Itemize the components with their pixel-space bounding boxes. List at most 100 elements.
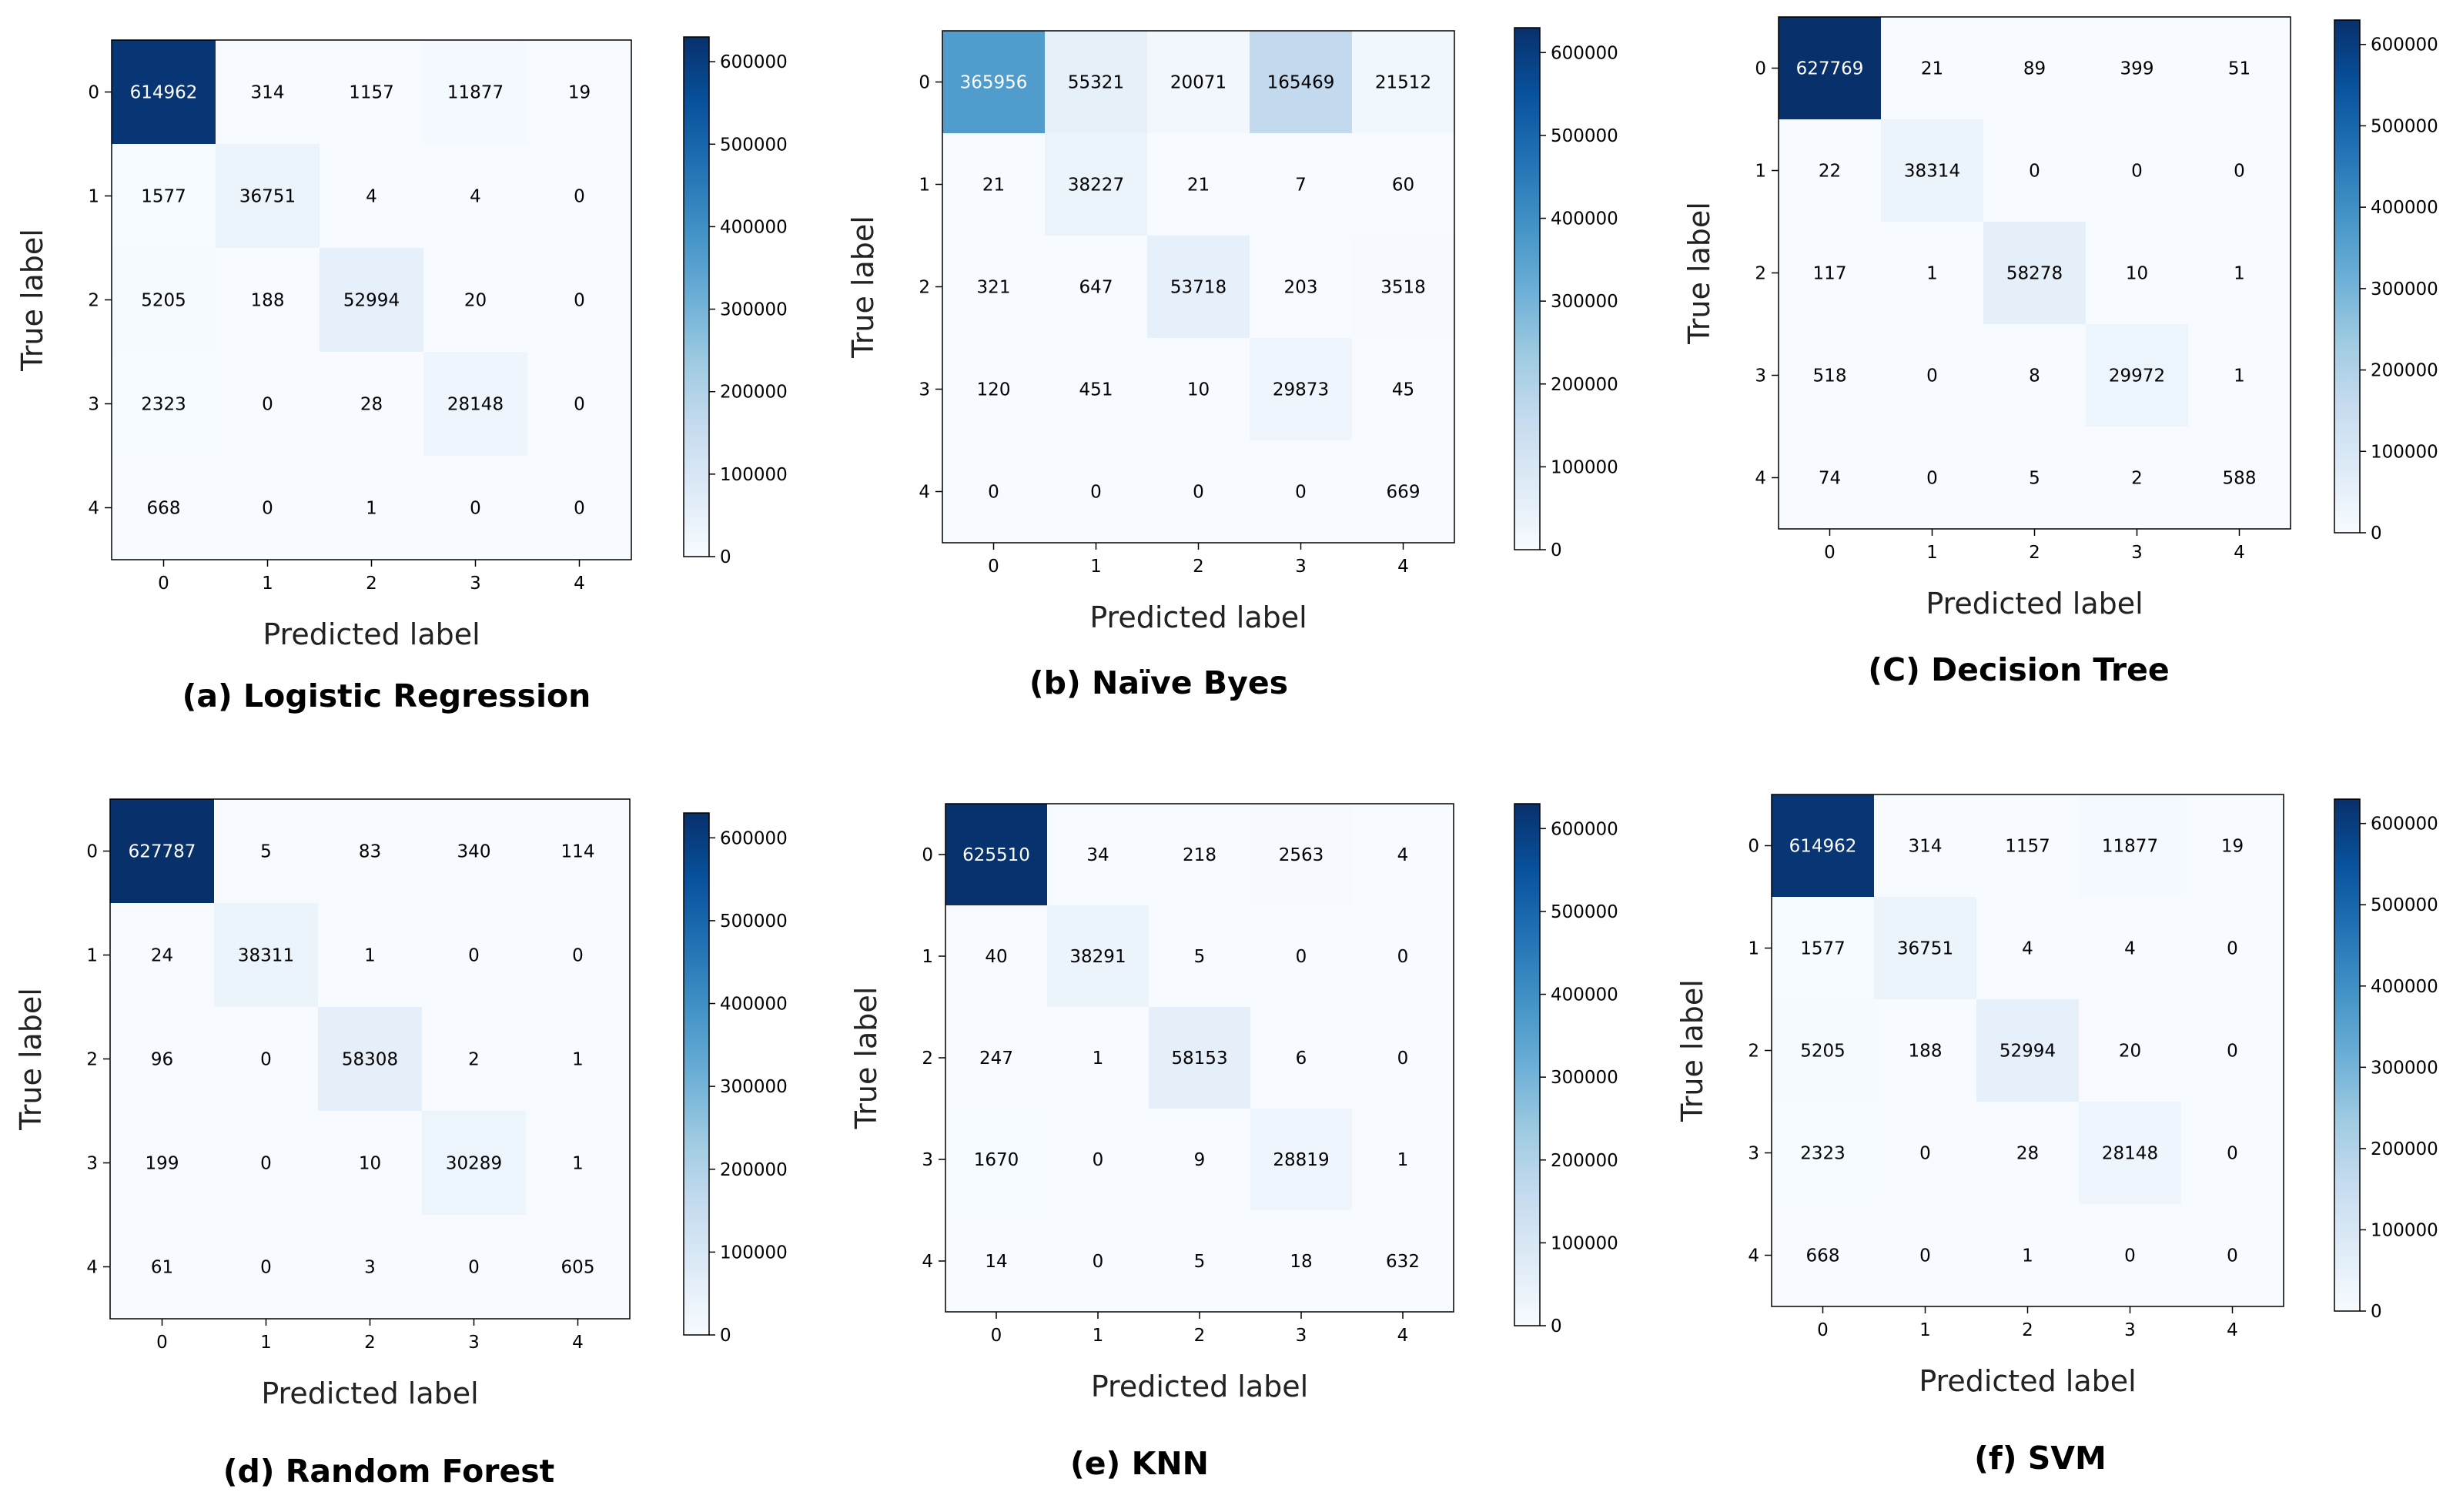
matrix-cell — [112, 456, 216, 560]
matrix-cell — [1250, 338, 1352, 440]
cell-value-label: 1 — [1093, 1049, 1104, 1069]
x-tick-label: 4 — [1397, 557, 1409, 577]
matrix-cell — [942, 31, 1045, 133]
y-tick-label: 0 — [922, 845, 933, 865]
colorbar-tick-label: 200000 — [720, 1160, 788, 1180]
matrix-cell — [527, 40, 631, 144]
matrix-cell — [2181, 897, 2284, 999]
x-tick-label: 3 — [470, 574, 481, 594]
cell-value-label: 1577 — [1800, 939, 1846, 959]
cell-value-label: 61 — [151, 1258, 173, 1278]
matrix-cell — [2079, 1102, 2181, 1204]
cell-value-label: 0 — [1296, 947, 1307, 967]
cell-value-label: 0 — [1090, 483, 1102, 503]
cell-value-label: 199 — [146, 1154, 179, 1174]
matrix-cell — [320, 248, 423, 352]
matrix-cell — [320, 40, 423, 144]
cell-value-label: 19 — [568, 83, 591, 103]
matrix-cell — [1250, 133, 1352, 236]
colorbar-tick-label: 100000 — [1551, 1233, 1618, 1253]
cell-value-label: 1670 — [974, 1150, 1019, 1170]
cell-value-label: 0 — [1919, 1246, 1931, 1266]
x-tick-label: 1 — [1919, 1320, 1931, 1340]
cell-value-label: 0 — [1397, 947, 1409, 967]
colorbar-tick-label: 500000 — [1551, 902, 1618, 922]
cell-value-label: 188 — [1909, 1042, 1943, 1062]
cell-value-label: 0 — [988, 483, 999, 503]
x-tick-label: 1 — [262, 574, 273, 594]
x-tick-label: 3 — [468, 1333, 480, 1353]
colorbar-tick-label: 600000 — [2371, 815, 2438, 835]
matrix-cell — [1352, 1109, 1454, 1210]
cell-value-label: 83 — [359, 842, 381, 862]
colorbar-tick-label: 200000 — [2371, 1139, 2438, 1159]
cell-value-label: 4 — [470, 187, 481, 207]
y-tick-label: 4 — [919, 483, 930, 503]
y-tick-label: 1 — [922, 947, 933, 967]
colorbar-tick-label: 200000 — [720, 383, 788, 403]
y-axis-label: True label — [849, 987, 883, 1130]
cell-value-label: 53718 — [1170, 278, 1226, 298]
cell-value-label: 0 — [1926, 469, 1938, 489]
colorbar-tick-label: 500000 — [720, 135, 788, 155]
cell-value-label: 30289 — [446, 1154, 502, 1174]
cell-value-label: 5 — [1194, 947, 1206, 967]
matrix-cell — [1250, 440, 1352, 543]
matrix-cell — [945, 1210, 1047, 1312]
matrix-cell — [1047, 804, 1149, 905]
cell-value-label: 365956 — [960, 73, 1028, 93]
cell-value-label: 21512 — [1375, 73, 1431, 93]
cell-value-label: 2 — [2131, 469, 2143, 489]
cell-value-label: 2323 — [141, 395, 186, 415]
matrix-cell — [942, 236, 1045, 338]
colorbar-tick-label: 100000 — [720, 465, 788, 485]
matrix-cell — [216, 248, 320, 352]
cell-value-label: 38227 — [1068, 176, 1124, 196]
matrix-cell — [1881, 324, 1983, 427]
cell-value-label: 314 — [251, 83, 285, 103]
matrix-cell — [526, 903, 630, 1007]
matrix-cell — [423, 144, 527, 248]
x-tick-label: 0 — [991, 1326, 1002, 1346]
colorbar-tick-label: 600000 — [1551, 43, 1618, 63]
colorbar-tick-label: 100000 — [1551, 457, 1618, 477]
colorbar-tick-label: 400000 — [1551, 985, 1618, 1005]
matrix-cell — [1352, 1007, 1454, 1109]
colorbar-tick-label: 300000 — [2371, 1058, 2438, 1078]
matrix-cell — [216, 456, 320, 560]
cell-value-label: 1 — [366, 499, 377, 519]
matrix-cell — [2079, 999, 2181, 1102]
matrix-cell — [945, 804, 1047, 905]
matrix-cell — [214, 903, 318, 1007]
cell-value-label: 36751 — [1897, 939, 1953, 959]
colorbar-tick-label: 100000 — [2371, 1220, 2438, 1240]
cell-value-label: 0 — [1397, 1049, 1409, 1069]
cell-value-label: 3518 — [1380, 278, 1426, 298]
matrix-cell — [1983, 119, 2086, 222]
matrix-cell — [1779, 427, 1881, 529]
y-tick-label: 1 — [86, 946, 98, 966]
matrix-cell — [945, 1109, 1047, 1210]
x-axis-label: Predicted label — [263, 617, 480, 651]
matrix-cell — [1983, 324, 2086, 427]
matrix-cell — [112, 144, 216, 248]
matrix-cell — [214, 1007, 318, 1111]
matrix-cell — [2181, 999, 2284, 1102]
matrix-cell — [318, 903, 422, 1007]
matrix-cell — [320, 144, 423, 248]
cell-value-label: 0 — [260, 1258, 272, 1278]
cell-value-label: 0 — [260, 1154, 272, 1174]
colorbar — [1514, 803, 1541, 1326]
matrix-cell — [1147, 31, 1250, 133]
matrix-cell — [1772, 897, 1874, 999]
y-tick-label: 3 — [1755, 366, 1766, 386]
x-tick-label: 4 — [1397, 1326, 1409, 1346]
x-tick-label: 2 — [1194, 1326, 1206, 1346]
colorbar-tick-label: 0 — [720, 547, 731, 567]
colorbar — [683, 36, 710, 557]
y-tick-label: 2 — [922, 1049, 933, 1069]
panel-caption: (e) KNN — [1070, 1445, 1209, 1482]
cell-value-label: 627769 — [1796, 59, 1864, 79]
